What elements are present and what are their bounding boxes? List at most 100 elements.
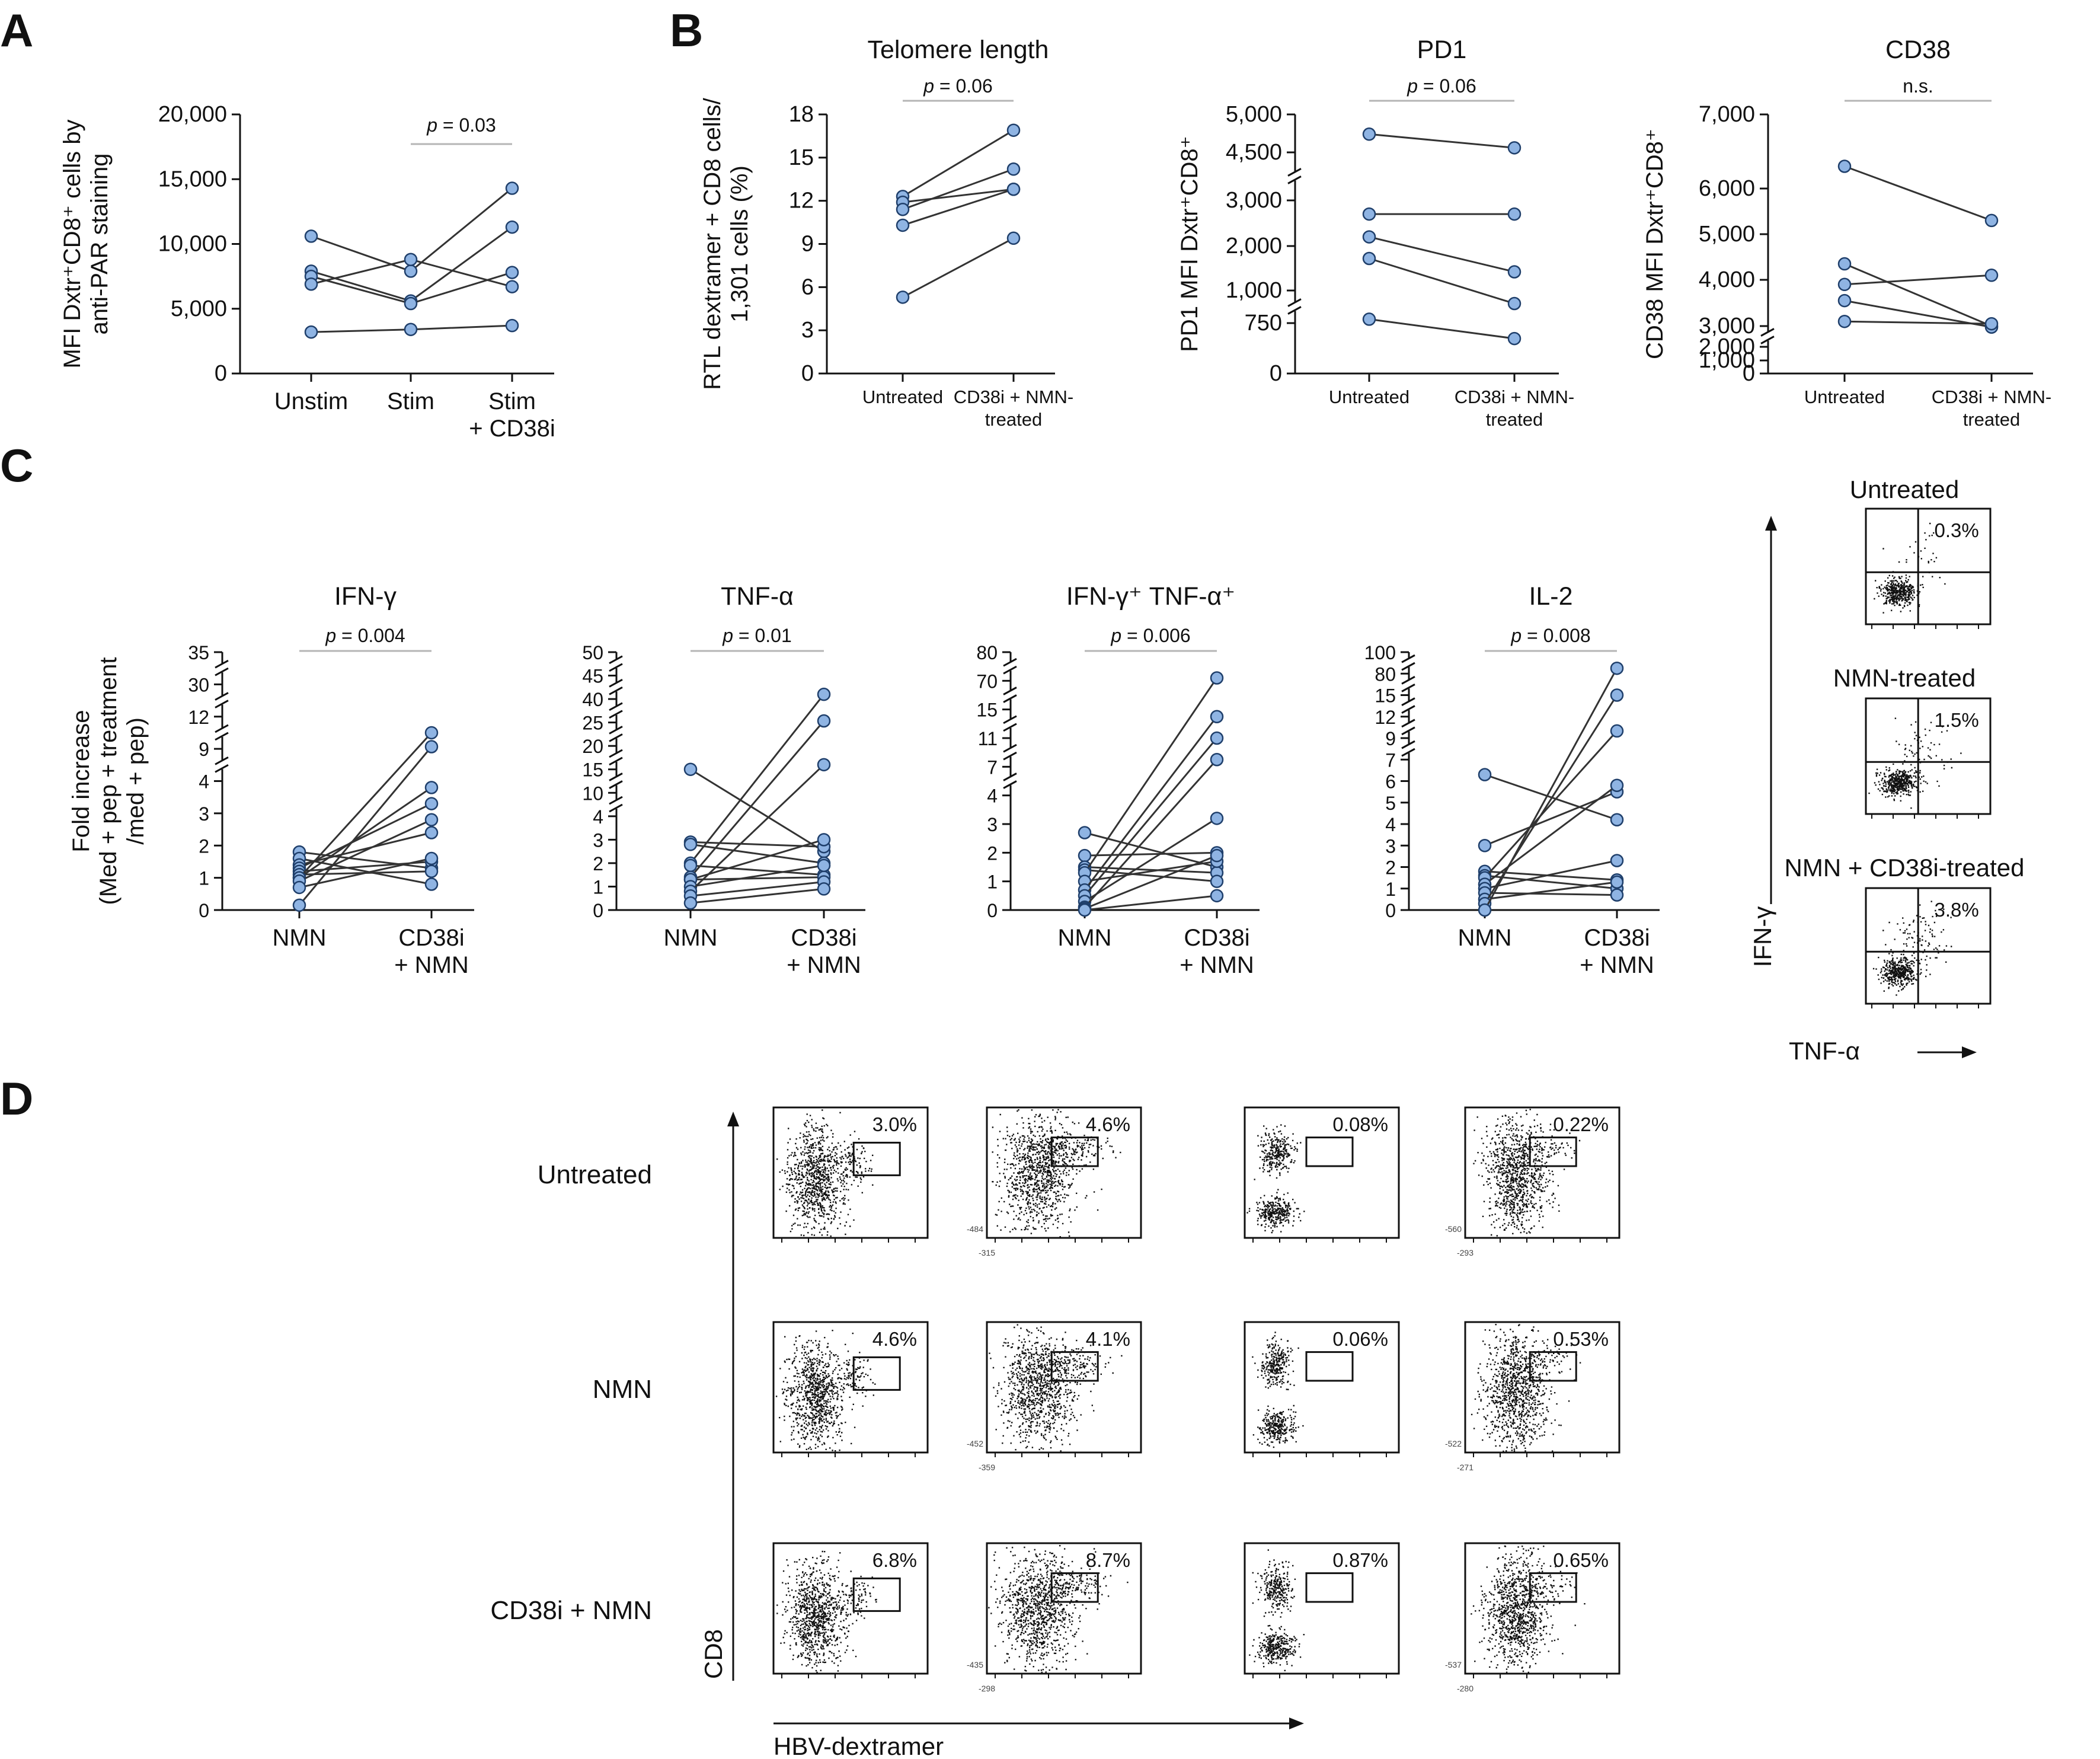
- event-dots: [775, 1330, 876, 1452]
- axis-break-mark: [215, 756, 229, 765]
- series-line: [1484, 892, 1618, 896]
- series-line: [299, 832, 432, 866]
- plot-frame: [1244, 1542, 1400, 1675]
- data-point: [896, 218, 910, 232]
- chart-title: Telomere length: [868, 36, 1049, 64]
- axis-break-mark: [1401, 676, 1415, 685]
- axis-break-mark: [609, 687, 623, 695]
- y-tick-label: 15: [976, 700, 998, 721]
- axis-break-mark: [609, 780, 623, 789]
- x-tick-label: Stim: [387, 388, 434, 414]
- data-point: [424, 726, 439, 740]
- y-tick-label: 5,000: [171, 296, 227, 321]
- y-tick-label: 35: [188, 642, 209, 663]
- data-point: [896, 290, 910, 304]
- pvalue-p: p: [325, 625, 336, 646]
- plot-frame: [986, 1321, 1142, 1454]
- series-line: [1844, 274, 1992, 286]
- y-tick-label: 100: [1364, 642, 1396, 663]
- y-tick-label: 3,000: [1226, 188, 1282, 213]
- axis-break-mark: [1401, 748, 1415, 757]
- gate-box: [1305, 1351, 1354, 1382]
- axis-break-mark: [1401, 662, 1415, 671]
- panel-label-c: C: [0, 439, 33, 491]
- x-tick-label: + CD38i: [469, 416, 555, 442]
- x-min-label: -359: [979, 1463, 995, 1472]
- y-tick-label: 3: [987, 814, 998, 835]
- series-line: [1084, 818, 1217, 902]
- axis-break-mark: [215, 700, 229, 708]
- series-line: [299, 819, 432, 882]
- x-tick-label: + NMN: [787, 952, 861, 978]
- data-point: [424, 877, 439, 891]
- y-tick-label: 20: [582, 736, 603, 757]
- chart-title: IFN-γ⁺ TNF-α⁺: [1066, 582, 1235, 611]
- y-tick-label: 5,000: [1699, 222, 1755, 247]
- x-tick-label: NMN: [1057, 925, 1111, 951]
- arrowhead: [727, 1112, 739, 1126]
- y-tick-label: 7: [987, 756, 998, 778]
- y-tick-label: 0: [1385, 900, 1396, 921]
- plot-frame: [1244, 1321, 1400, 1454]
- y-tick-label: 3: [199, 803, 209, 825]
- y-axis-label: /med + pep): [123, 717, 149, 845]
- x-tick-label: + NMN: [1180, 952, 1254, 978]
- gate-box: [1305, 1572, 1354, 1603]
- gate-percent: 3.0%: [872, 1113, 917, 1135]
- axis-break-mark: [1003, 743, 1017, 753]
- y-tick-label: 12: [789, 189, 814, 213]
- panel-d-flow-plots: Untreated 3.0% 4.6% -484 -315 0.08% 0.22% -560 -…: [490, 1106, 1620, 1759]
- axis-break-mark: [1003, 780, 1017, 789]
- event-dots: [776, 1109, 874, 1237]
- axis-break-mark: [1287, 298, 1302, 307]
- data-point: [1006, 182, 1021, 196]
- series-line: [298, 746, 433, 906]
- y-min-label: -560: [1445, 1224, 1462, 1234]
- data-point: [1210, 874, 1224, 888]
- y-tick-label: 11: [978, 728, 998, 749]
- row-label: Untreated: [538, 1160, 652, 1189]
- data-point: [1984, 317, 1999, 331]
- y-tick-label: 3: [593, 829, 603, 851]
- gate-box: [852, 1141, 901, 1176]
- series-line: [1484, 730, 1618, 879]
- gate-percent: 4.6%: [1086, 1113, 1130, 1135]
- series-line: [1484, 860, 1618, 890]
- gate-percent: 0.08%: [1332, 1113, 1388, 1135]
- data-point: [1078, 903, 1092, 917]
- series-line: [690, 864, 824, 876]
- series-line: [1083, 716, 1218, 891]
- series-line: [690, 838, 824, 881]
- data-point: [1507, 296, 1522, 311]
- y-axis-label: anti-PAR staining: [87, 153, 113, 334]
- axis-break-mark: [609, 726, 623, 735]
- ifng-axis-label: IFN-γ: [1749, 906, 1776, 968]
- axis-break-mark: [1401, 726, 1415, 736]
- gated-plot: 0.06%: [1244, 1321, 1400, 1457]
- y-tick-label: 2,000: [1699, 334, 1755, 359]
- arrowhead: [1962, 1046, 1977, 1058]
- data-point: [424, 813, 439, 826]
- gate-box: [1529, 1137, 1577, 1167]
- data-point: [1210, 889, 1224, 903]
- data-point: [1210, 710, 1224, 723]
- y-tick-label: 750: [1245, 311, 1282, 336]
- event-dots: [1868, 717, 1962, 809]
- axis-break-mark: [1287, 175, 1302, 184]
- gate-percent: 0.53%: [1553, 1328, 1609, 1350]
- axis-break-mark: [609, 663, 623, 672]
- plot-frame: [986, 1542, 1142, 1675]
- data-point: [404, 323, 418, 336]
- series-line: [1369, 133, 1515, 149]
- series-line: [690, 843, 824, 864]
- data-point: [1610, 724, 1624, 738]
- event-dots: [1471, 1324, 1581, 1452]
- y-tick-label: 1: [987, 871, 998, 893]
- event-dots: [989, 1324, 1123, 1452]
- y-tick-label: 1,000: [1699, 348, 1755, 373]
- chart-title: IFN-γ: [334, 582, 397, 611]
- series-line: [1084, 851, 1217, 857]
- y-tick-label: 15,000: [158, 167, 227, 191]
